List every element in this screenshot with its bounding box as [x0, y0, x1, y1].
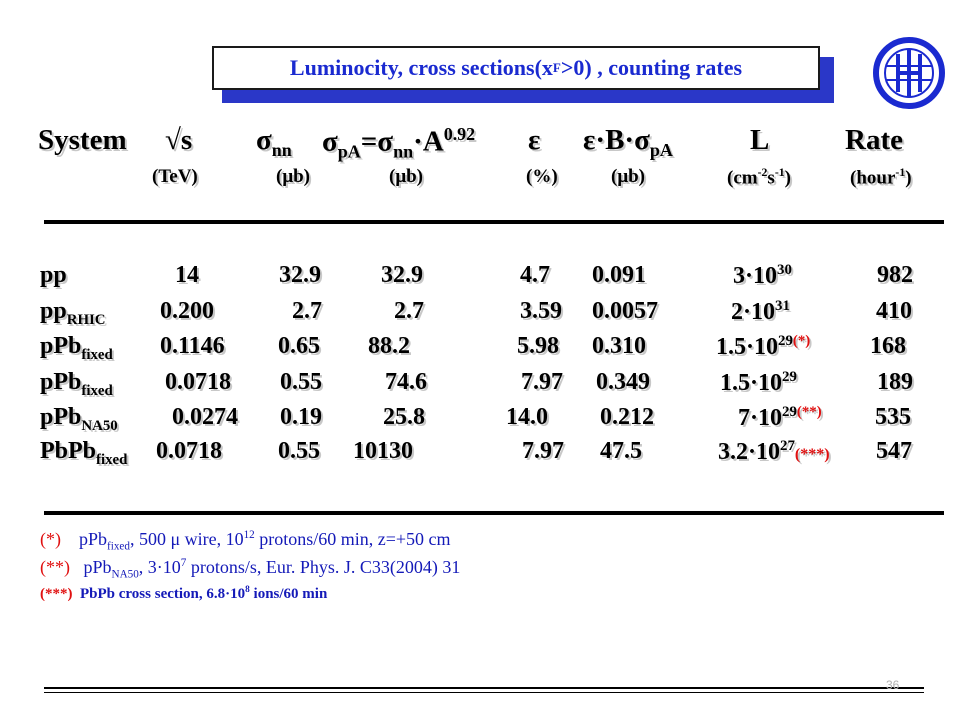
footnote-1: (*) pPbfixed, 500 μ wire, 1012 protons/6… [40, 529, 451, 553]
cell-rate: 410 [876, 298, 912, 324]
cell-efficiency: 7.97 [521, 369, 563, 395]
cell-eff-cross-section: 47.5 [600, 438, 642, 464]
title-pre: Luminocity, cross sections(x [289, 55, 553, 80]
header-rate: Rate [845, 124, 903, 156]
unit-cm-s: (cm-2s-1) [727, 166, 791, 189]
header-eps-b-sigma: ε·B·σpA [583, 124, 673, 160]
cell-eff-cross-section: 0.0057 [592, 298, 658, 324]
title-sub: F [552, 60, 561, 75]
unit-tev: (TeV) [152, 166, 198, 187]
cell-efficiency: 4.7 [520, 262, 550, 288]
row-system: pPbfixed [40, 369, 113, 399]
cell-sigma-pa: 2.7 [394, 298, 424, 324]
cell-sigma-pa: 25.8 [383, 404, 425, 430]
cell-efficiency: 14.0 [506, 404, 548, 430]
cell-sigma-pa: 74.6 [385, 369, 427, 395]
unit-hour: (hour-1) [850, 166, 912, 189]
cell-sigma-pa: 10130 [353, 438, 413, 464]
unit-percent: (%) [526, 166, 558, 187]
cell-luminosity: 7·1029(**) [738, 404, 822, 431]
row-system: ppRHIC [40, 298, 106, 328]
header-sigma-nn: σnn [256, 124, 292, 160]
row-system: PbPbfixed [40, 438, 128, 468]
row-system: pPbNA50 [40, 404, 118, 434]
footer-rule-thin [44, 692, 924, 693]
cell-eff-cross-section: 0.091 [592, 262, 646, 288]
cell-rate: 535 [875, 404, 911, 430]
institute-logo-icon [873, 37, 945, 109]
cell-sqrt-s: 0.1146 [160, 333, 225, 359]
footer-rule [44, 687, 924, 689]
cell-eff-cross-section: 0.310 [592, 333, 646, 359]
cell-sqrt-s: 0.0718 [156, 438, 222, 464]
cell-sqrt-s: 14 [175, 262, 199, 288]
header-sigma-pa: σpA=σnn·A0.92 [322, 124, 476, 162]
footnote-2: (**) pPbNA50, 3·107 protons/s, Eur. Phys… [40, 557, 461, 581]
row-system: pPbfixed [40, 333, 113, 363]
cell-eff-cross-section: 0.349 [596, 369, 650, 395]
cell-sqrt-s: 0.0274 [172, 404, 238, 430]
cell-sigma-nn: 0.55 [280, 369, 322, 395]
footnote-mark: (**) [796, 404, 822, 420]
cell-luminosity: 2·1031 [731, 298, 790, 325]
cell-rate: 189 [877, 369, 913, 395]
cell-sigma-nn: 32.9 [279, 262, 321, 288]
cell-rate: 168 [870, 333, 906, 359]
cell-luminosity: 3·1030 [733, 262, 792, 289]
cell-luminosity: 3.2·1027(***) [718, 438, 830, 465]
cell-efficiency: 7.97 [522, 438, 564, 464]
cell-efficiency: 3.59 [520, 298, 562, 324]
page-number: 36 [886, 678, 900, 692]
footnote-mark: (***) [794, 446, 830, 463]
cell-sigma-nn: 0.19 [280, 404, 322, 430]
table-top-rule [44, 220, 944, 224]
footnote-mark: (*) [792, 333, 811, 349]
unit-mub-pa: (μb) [389, 166, 423, 187]
row-system: pp [40, 262, 67, 288]
footnote-3: (***) PbPb cross section, 6.8·108 ions/6… [40, 585, 328, 602]
cell-efficiency: 5.98 [517, 333, 559, 359]
cell-sigma-pa: 88.2 [368, 333, 410, 359]
header-epsilon: ε [528, 124, 541, 156]
cell-sigma-nn: 2.7 [292, 298, 322, 324]
header-sqrt-s: √s [165, 124, 193, 156]
cell-sigma-pa: 32.9 [381, 262, 423, 288]
cell-luminosity: 1.5·1029 [720, 369, 797, 396]
cell-luminosity: 1.5·1029(*) [716, 333, 811, 360]
cell-rate: 547 [876, 438, 912, 464]
cell-sigma-nn: 0.55 [278, 438, 320, 464]
header-luminosity: L [750, 124, 770, 156]
cell-sigma-nn: 0.65 [278, 333, 320, 359]
table-bottom-rule [44, 511, 944, 515]
title-post: >0) , counting rates [560, 55, 743, 80]
slide-title: Luminocity, cross sections(x F >0) , count… [212, 46, 820, 90]
cell-rate: 982 [877, 262, 913, 288]
cell-sqrt-s: 0.0718 [165, 369, 231, 395]
cell-eff-cross-section: 0.212 [600, 404, 654, 430]
header-system: System [38, 124, 127, 156]
unit-mub-eff: (μb) [611, 166, 645, 187]
unit-mub-nn: (μb) [276, 166, 310, 187]
cell-sqrt-s: 0.200 [160, 298, 214, 324]
